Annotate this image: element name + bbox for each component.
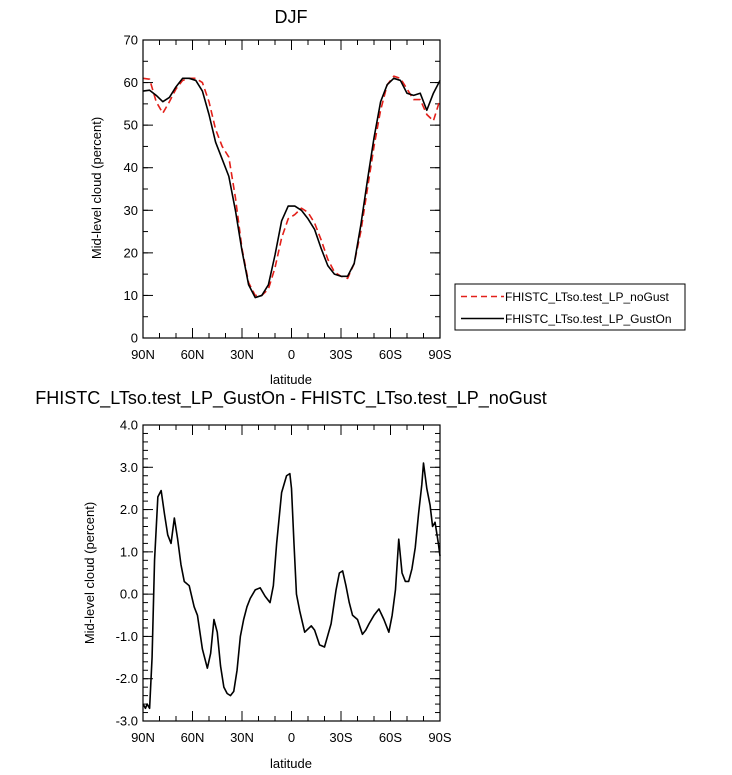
top-chart-title: DJF — [275, 7, 308, 27]
bottom-x-axis-label: latitude — [270, 756, 312, 771]
top-y-axis-label: Mid-level cloud (percent) — [89, 117, 104, 259]
y-tick-label: 2.0 — [120, 502, 138, 517]
bottom-panel: FHISTC_LTso.test_LP_GustOn - FHISTC_LTso… — [35, 388, 547, 771]
x-tick-label: 90N — [131, 730, 155, 745]
y-tick-label: 70 — [124, 33, 138, 48]
y-tick-label: 1.0 — [120, 544, 138, 559]
x-tick-label: 90S — [428, 347, 451, 362]
top-plot-area: 90N 60N 30N 0 30S 60S 90S 0 10 20 30 40 50 60 70 — [124, 33, 452, 363]
bottom-plot-area: 90N 60N 30N 0 30S 60S 90S -3.0 -2.0 -1.0 0.0 1.0 2.0… — [116, 418, 452, 746]
x-tick-label: 30N — [230, 730, 254, 745]
y-tick-label: 0 — [131, 331, 138, 346]
y-tick-label: 0.0 — [120, 587, 138, 602]
plot-frame — [142, 39, 441, 339]
x-tick-label: 30N — [230, 347, 254, 362]
x-tick-label: 60S — [379, 730, 402, 745]
y-tick-label: -2.0 — [116, 671, 138, 686]
legend-label-nogust: FHISTC_LTso.test_LP_noGust — [505, 290, 670, 304]
y-tick-label: 50 — [124, 118, 138, 133]
plot-frame — [142, 424, 441, 722]
x-tick-label: 90S — [428, 730, 451, 745]
y-tick-label: 10 — [124, 288, 138, 303]
x-tick-label: 60S — [379, 347, 402, 362]
x-tick-label: 0 — [288, 347, 295, 362]
series-line-guston — [142, 77, 441, 299]
x-tick-label: 90N — [131, 347, 155, 362]
top-panel: DJF 90N 60N 30N 0 30S 60S 90S 0 10 20 30 40 50 60 70 l… — [89, 7, 452, 387]
y-tick-label: 30 — [124, 203, 138, 218]
bottom-chart-title: FHISTC_LTso.test_LP_GustOn - FHISTC_LTso… — [35, 388, 547, 409]
y-tick-label: -3.0 — [116, 714, 138, 729]
series-line-guston — [142, 462, 441, 710]
y-tick-label: 40 — [124, 160, 138, 175]
legend-label-guston: FHISTC_LTso.test_LP_GustOn — [505, 312, 672, 326]
legend: FHISTC_LTso.test_LP_noGust FHISTC_LTso.t… — [454, 283, 686, 331]
y-tick-label: 60 — [124, 75, 138, 90]
y-tick-label: 4.0 — [120, 418, 138, 433]
bottom-y-axis-label: Mid-level cloud (percent) — [82, 502, 97, 644]
legend-box — [454, 283, 686, 331]
x-tick-label: 30S — [329, 730, 352, 745]
x-tick-label: 60N — [181, 730, 205, 745]
y-tick-label: 3.0 — [120, 460, 138, 475]
series-line-nogust — [142, 75, 441, 297]
y-tick-label: 20 — [124, 245, 138, 260]
x-tick-label: 30S — [329, 347, 352, 362]
y-tick-label: -1.0 — [116, 629, 138, 644]
x-tick-label: 60N — [181, 347, 205, 362]
x-tick-label: 0 — [288, 730, 295, 745]
top-x-axis-label: latitude — [270, 372, 312, 387]
